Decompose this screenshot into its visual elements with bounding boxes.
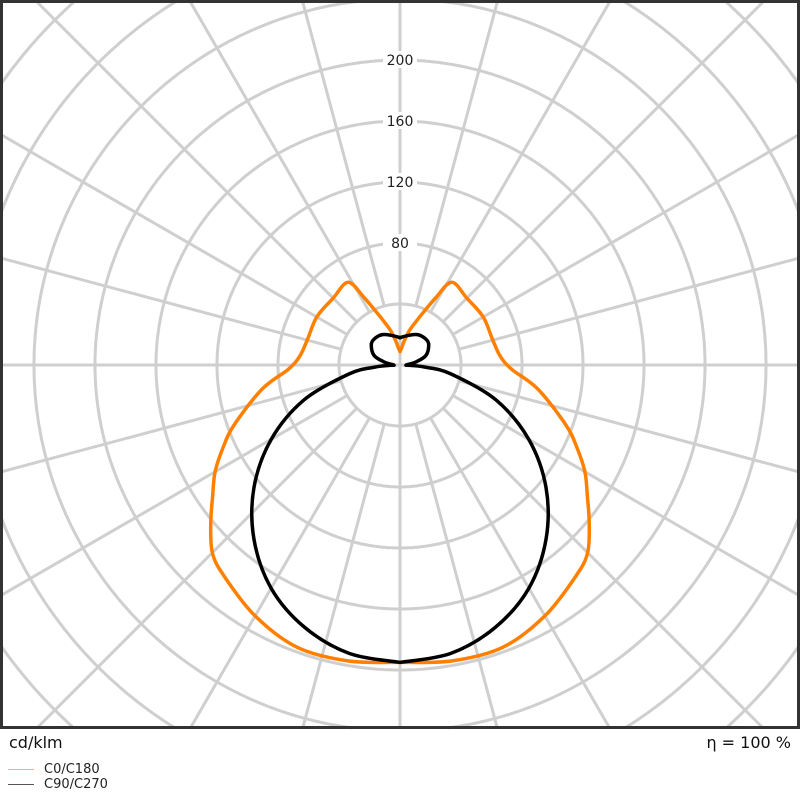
grid-spoke bbox=[35, 407, 358, 730]
radial-tick-label: 200 bbox=[387, 53, 414, 69]
plot-frame bbox=[0, 0, 800, 729]
grid-spoke bbox=[414, 0, 500, 307]
grid-spoke bbox=[452, 394, 800, 598]
grid-spoke bbox=[414, 423, 499, 729]
grid-spoke bbox=[429, 417, 611, 729]
legend: C0/C180 C90/C270 bbox=[8, 762, 108, 792]
radial-tick-label: 80 bbox=[391, 236, 409, 252]
grid-spoke bbox=[0, 132, 348, 336]
grid-spoke bbox=[0, 394, 348, 598]
legend-item-c90-c270: C90/C270 bbox=[8, 777, 108, 792]
tick-label-bg bbox=[383, 234, 417, 251]
legend-item-c0-c180: C0/C180 bbox=[8, 762, 108, 777]
grid-ring bbox=[0, 1, 800, 729]
legend-swatch bbox=[8, 784, 34, 785]
grid-spoke bbox=[33, 0, 358, 323]
grid-ring bbox=[0, 0, 800, 729]
grid-spoke bbox=[442, 407, 765, 730]
radial-ticks: 80 120 160 200 bbox=[383, 51, 417, 252]
curves bbox=[208, 280, 592, 665]
efficiency-label: η = 100 % bbox=[706, 733, 791, 752]
grid-ring bbox=[32, 0, 768, 730]
grid-spoke bbox=[458, 379, 800, 474]
grid-spoke bbox=[0, 379, 342, 474]
grid-spoke bbox=[452, 132, 800, 336]
grid-spoke bbox=[442, 0, 767, 323]
series-curve-c0-c180 bbox=[208, 280, 592, 665]
grid-spoke bbox=[301, 423, 386, 729]
legend-label: C90/C270 bbox=[44, 777, 108, 792]
tick-label-bg bbox=[383, 51, 417, 68]
tick-label-bg bbox=[383, 112, 417, 129]
radial-tick-label: 120 bbox=[387, 175, 414, 191]
tick-label-bg bbox=[383, 173, 417, 190]
unit-label: cd/klm bbox=[9, 733, 63, 752]
polar-grid bbox=[0, 0, 800, 730]
series-curve-c90-c270 bbox=[250, 332, 550, 665]
legend-label: C0/C180 bbox=[44, 762, 100, 777]
legend-swatch bbox=[8, 769, 34, 770]
grid-spoke bbox=[300, 0, 386, 307]
grid-spoke bbox=[189, 417, 371, 729]
grid-spoke bbox=[187, 0, 371, 313]
grid-spoke bbox=[458, 256, 800, 351]
radial-tick-label: 160 bbox=[387, 114, 414, 130]
grid-spoke bbox=[0, 256, 342, 351]
grid-spoke bbox=[429, 0, 613, 313]
